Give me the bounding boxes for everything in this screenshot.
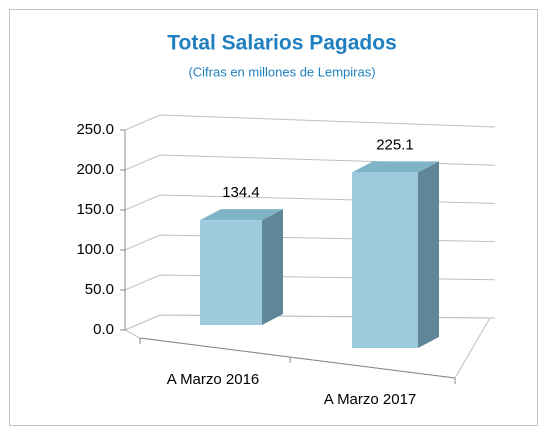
y-tick-label: 100.0 bbox=[76, 241, 114, 258]
bar-side bbox=[262, 209, 283, 325]
bar-top bbox=[200, 209, 283, 221]
bar-side bbox=[418, 161, 439, 348]
y-tick-label: 200.0 bbox=[76, 161, 114, 178]
bar bbox=[200, 220, 262, 325]
data-label: 225.1 bbox=[376, 136, 414, 153]
x-tick-label: A Marzo 2017 bbox=[324, 391, 417, 408]
grid-line bbox=[124, 114, 496, 131]
y-tick-label: 250.0 bbox=[76, 121, 114, 138]
data-label: 134.4 bbox=[222, 184, 260, 201]
x-tick-label: A Marzo 2016 bbox=[167, 371, 260, 388]
y-tick-label: 0.0 bbox=[93, 321, 114, 338]
chart-subtitle: (Cifras en millones de Lempiras) bbox=[188, 64, 375, 79]
chart-title: Total Salarios Pagados bbox=[167, 32, 397, 55]
bar-top bbox=[352, 161, 439, 173]
y-tick-label: 150.0 bbox=[76, 201, 114, 218]
bar bbox=[352, 172, 418, 348]
y-tick-label: 50.0 bbox=[85, 281, 114, 298]
x-axis bbox=[139, 337, 456, 379]
